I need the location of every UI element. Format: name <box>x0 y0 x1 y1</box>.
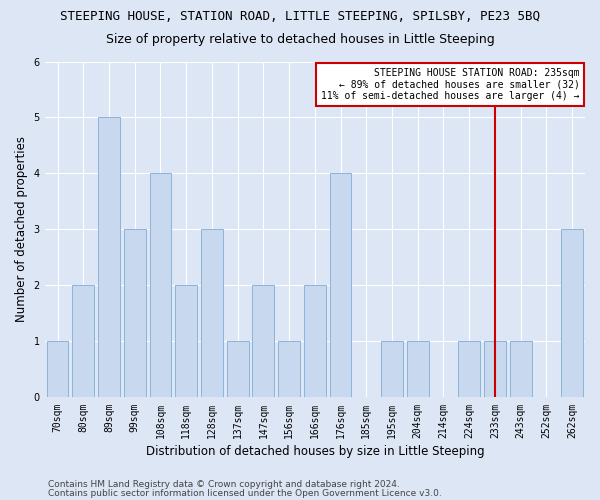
Bar <box>47 342 68 398</box>
Bar <box>329 174 352 398</box>
Text: STEEPING HOUSE, STATION ROAD, LITTLE STEEPING, SPILSBY, PE23 5BQ: STEEPING HOUSE, STATION ROAD, LITTLE STE… <box>60 10 540 23</box>
Bar <box>510 342 532 398</box>
Bar <box>227 342 248 398</box>
Bar <box>175 286 197 398</box>
Bar <box>278 342 300 398</box>
Bar <box>407 342 428 398</box>
X-axis label: Distribution of detached houses by size in Little Steeping: Distribution of detached houses by size … <box>146 444 484 458</box>
Bar <box>253 286 274 398</box>
Bar <box>149 174 172 398</box>
Bar <box>561 230 583 398</box>
Text: Contains public sector information licensed under the Open Government Licence v3: Contains public sector information licen… <box>48 488 442 498</box>
Y-axis label: Number of detached properties: Number of detached properties <box>15 136 28 322</box>
Bar <box>201 230 223 398</box>
Bar <box>458 342 480 398</box>
Bar <box>98 118 120 398</box>
Text: Contains HM Land Registry data © Crown copyright and database right 2024.: Contains HM Land Registry data © Crown c… <box>48 480 400 489</box>
Bar <box>484 342 506 398</box>
Bar <box>73 286 94 398</box>
Bar <box>124 230 146 398</box>
Text: STEEPING HOUSE STATION ROAD: 235sqm
← 89% of detached houses are smaller (32)
11: STEEPING HOUSE STATION ROAD: 235sqm ← 89… <box>321 68 580 102</box>
Text: Size of property relative to detached houses in Little Steeping: Size of property relative to detached ho… <box>106 32 494 46</box>
Bar <box>304 286 326 398</box>
Bar <box>381 342 403 398</box>
